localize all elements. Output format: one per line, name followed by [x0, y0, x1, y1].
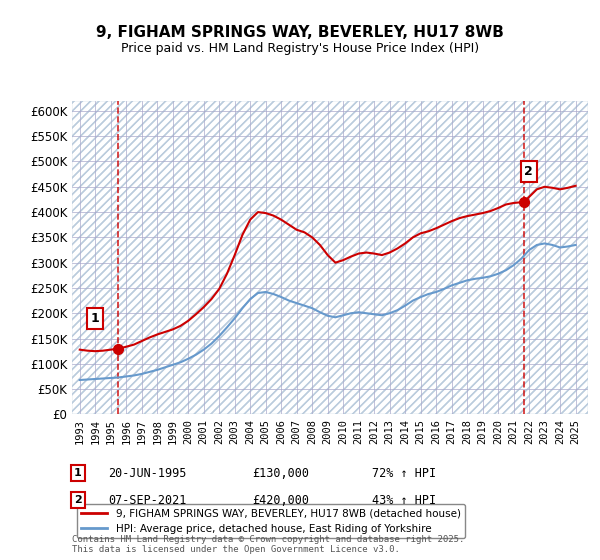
Text: 9, FIGHAM SPRINGS WAY, BEVERLEY, HU17 8WB: 9, FIGHAM SPRINGS WAY, BEVERLEY, HU17 8W… — [96, 25, 504, 40]
Text: Contains HM Land Registry data © Crown copyright and database right 2025.
This d: Contains HM Land Registry data © Crown c… — [72, 535, 464, 554]
Text: 2: 2 — [524, 165, 533, 178]
Text: £130,000: £130,000 — [252, 466, 309, 480]
Text: 72% ↑ HPI: 72% ↑ HPI — [372, 466, 436, 480]
Text: 1: 1 — [91, 312, 99, 325]
Text: 1: 1 — [74, 468, 82, 478]
Text: 2: 2 — [74, 495, 82, 505]
Text: Price paid vs. HM Land Registry's House Price Index (HPI): Price paid vs. HM Land Registry's House … — [121, 42, 479, 55]
Legend: 9, FIGHAM SPRINGS WAY, BEVERLEY, HU17 8WB (detached house), HPI: Average price, : 9, FIGHAM SPRINGS WAY, BEVERLEY, HU17 8W… — [77, 505, 465, 538]
Text: 07-SEP-2021: 07-SEP-2021 — [108, 493, 187, 507]
Text: 43% ↑ HPI: 43% ↑ HPI — [372, 493, 436, 507]
Text: 20-JUN-1995: 20-JUN-1995 — [108, 466, 187, 480]
Text: £420,000: £420,000 — [252, 493, 309, 507]
